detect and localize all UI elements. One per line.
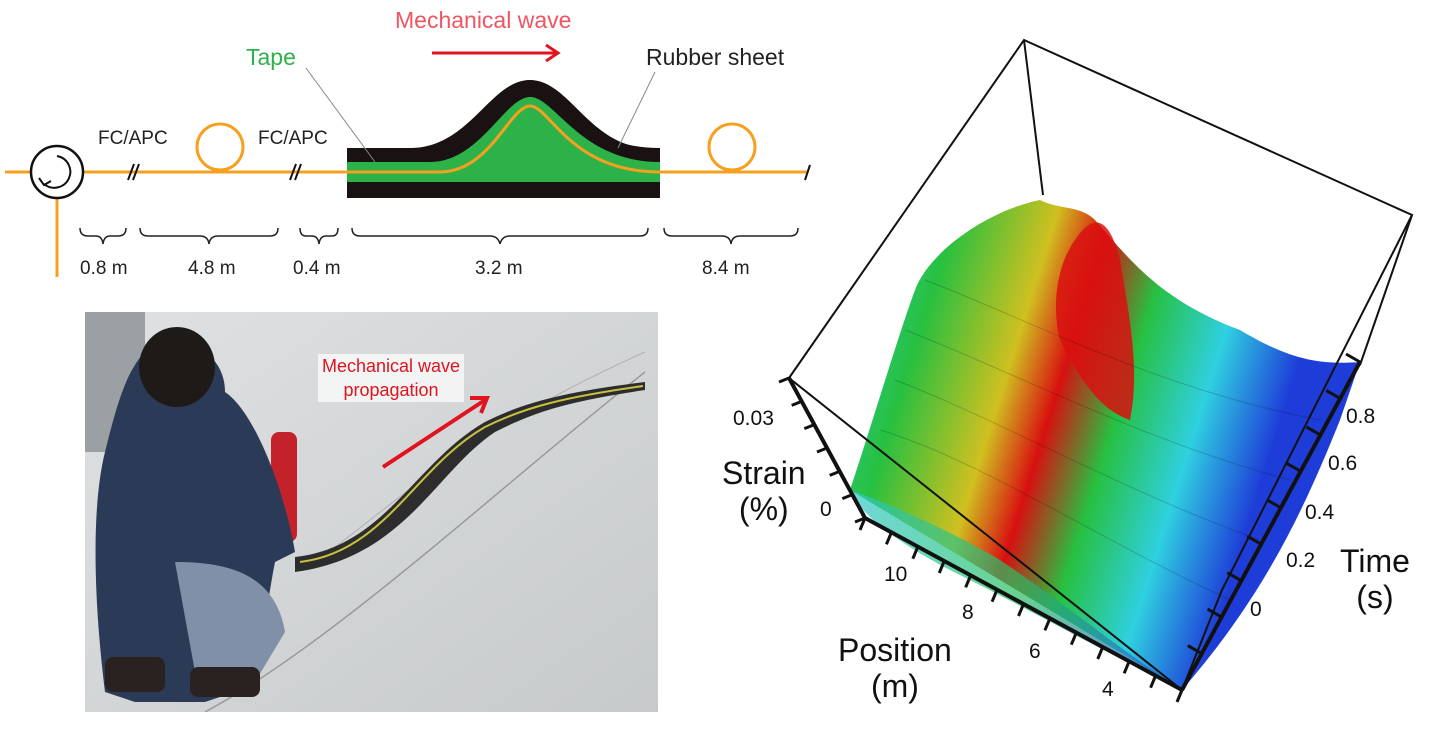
z-tick-mark [841,493,853,501]
y-tick-mark [1305,425,1322,437]
x-tick-10: 10 [884,563,908,586]
x-tick-6: 6 [1029,640,1041,663]
y-tick-mark [1345,352,1361,364]
x-tick-mark [1149,675,1157,689]
z-tick-0.03: 0.03 [733,407,774,430]
x-tick-mark [964,574,973,588]
x-tick-mark [1096,646,1105,660]
connector-break-marks [127,163,811,181]
fiber-coil-1 [195,122,245,172]
segment-length-3: 0.4 m [293,258,341,279]
y-tick-mark [1285,462,1302,473]
x-axis-label: Position (m) [838,632,952,704]
segment-length-4: 3.2 m [475,258,523,279]
segment-length-5: 8.4 m [702,258,750,279]
y-tick-0.8: 0.8 [1346,405,1376,428]
x-tick-mark [937,560,946,574]
y-tick-mark [1266,498,1282,510]
z-tick-0: 0 [820,498,832,521]
circulator-icon [29,144,85,200]
y-tick-mark [1187,644,1203,655]
x-tick-mark [990,589,999,603]
x-tick-4: 4 [1102,678,1114,701]
z-tick-mark [816,446,828,454]
x-tick-mark [1122,660,1131,674]
y-tick-0.2: 0.2 [1286,549,1316,572]
surface [850,200,1360,690]
y-tick-mark [1246,534,1262,546]
z-tick-mark [778,376,790,384]
x-tick-mark [858,517,867,531]
wave-arrow-icon [432,43,561,63]
length-braces [79,227,799,245]
fiber-coil-2 [707,122,757,172]
x-tick-8: 8 [962,601,974,624]
y-tick-0.6: 0.6 [1328,452,1358,475]
rubber-sheet-in-photo [295,382,645,572]
fiber-schematic [5,43,811,277]
y-tick-mark [1226,571,1243,582]
y-tick-0-label: 0 [1250,598,1262,621]
y-axis-label: Time (s) [1340,543,1410,615]
z-tick-mark [829,469,841,477]
tape-label: Tape [246,44,296,70]
z-tick-mark [803,423,815,431]
x-tick-mark [1069,632,1078,646]
z-label-line-1: Strain [722,455,806,491]
x-tick-mark [1175,689,1184,703]
propagation-arrow-icon [381,396,490,469]
z-tick-mark [791,399,803,407]
y-label-line-1: Time [1340,543,1410,579]
x-tick-mark [911,546,920,560]
caption-line-1: Mechanical wave [322,356,461,376]
x-label-line-2: (m) [870,668,919,704]
segment-length-1: 0.8 m [80,258,128,279]
y-tick-0.4: 0.4 [1305,501,1335,524]
axis-tick-marks [778,352,1361,703]
x-tick-mark [1043,617,1052,631]
connector-label-1: FC/APC [98,128,168,149]
z-axis-label: Strain (%) [722,455,806,527]
connector-label-2: FC/APC [258,128,328,149]
plot-box [788,38,1414,691]
y-tick-mark [1167,680,1183,692]
y-tick-mark [1206,607,1223,619]
caption-line-2: propagation [343,380,439,400]
wave-label: Mechanical wave [395,7,572,33]
pointer-lines [305,67,656,163]
x-label-line-1: Position [838,632,952,668]
y-tick-mark [1325,389,1341,400]
photo-caption: Mechanical wave propagation [318,354,465,402]
z-label-line-2: (%) [738,491,789,527]
experiment-photo [85,312,658,712]
x-tick-mark [1017,603,1025,617]
rubber-sheet [347,80,661,198]
rubber-sheet-label: Rubber sheet [646,44,785,70]
x-tick-mark [885,531,893,545]
y-label-line-2: (s) [1356,579,1394,615]
segment-length-2: 4.8 m [188,258,236,279]
